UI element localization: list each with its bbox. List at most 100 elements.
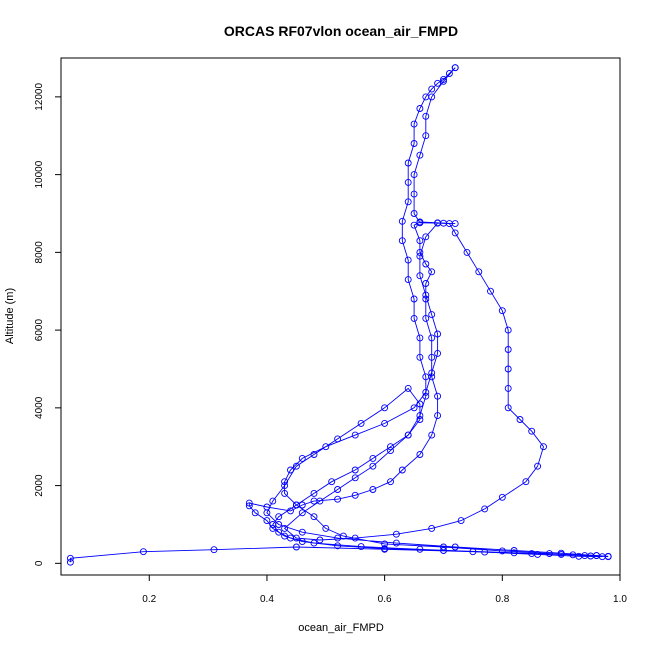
data-point [422,388,430,396]
data-point [298,509,306,517]
data-point [416,416,424,423]
data-point [481,548,489,556]
data-point [410,171,418,179]
y-tick-label: 10000 [34,160,45,188]
data-point [434,349,442,357]
data-point [269,497,277,505]
data-point [369,462,377,470]
data-point [422,314,430,322]
data-point [351,474,359,482]
data-point [66,554,74,562]
plot-frame [60,57,621,576]
data-point [404,384,412,392]
data-point [334,534,342,542]
data-point [416,353,424,361]
data-point [410,295,418,303]
data-point [504,404,512,412]
data-point [387,447,394,455]
data-point [404,431,412,439]
data-point [504,346,512,353]
data-point [381,404,389,412]
data-point [281,489,289,497]
data-point [434,219,442,227]
data-point [275,521,283,528]
data-point [281,478,289,486]
data-point [139,548,147,556]
series-line [266,67,609,558]
data-point [451,543,459,551]
data-point [410,221,418,229]
data-point [445,70,453,77]
y-tick-label: 8000 [34,241,45,264]
data-point [404,198,412,206]
data-point [334,435,342,443]
data-point [410,404,418,412]
data-point [410,210,418,217]
data-point [404,276,412,284]
data-point [416,219,424,227]
data-point [392,539,400,547]
data-point [381,545,389,553]
data-point [351,431,359,439]
data-point [398,217,406,225]
data-point [504,384,512,392]
data-point [416,545,424,553]
data-point [310,539,318,547]
data-point [410,190,418,198]
data-point [369,486,377,493]
data-point [416,252,424,260]
data-point [410,140,418,147]
data-point [416,272,424,280]
data-point [328,478,336,486]
data-point [428,353,436,361]
data-point [322,443,330,451]
data-point [440,543,447,551]
data-point [522,478,530,486]
data-point [498,493,506,501]
data-point [310,451,318,458]
data-point [463,248,471,256]
data-point [422,112,430,120]
data-point [292,462,300,470]
data-point [534,462,542,470]
data-point [245,502,253,510]
data-point [410,314,418,322]
data-point [416,151,424,159]
data-point [245,499,253,507]
x-tick-label: 0.8 [495,594,509,605]
data-point [310,513,318,521]
data-point [604,553,612,561]
data-point [275,528,283,536]
data-point [428,268,436,276]
data-point [387,443,394,451]
data-point [428,431,436,439]
data-point [392,530,400,538]
data-point [287,534,294,542]
chart-title: ORCAS RF07vlon ocean_air_FMPD [224,23,458,39]
data-point [251,509,259,517]
data-point [298,528,306,536]
plot-area [66,64,612,566]
data-point [475,268,483,276]
data-point [322,524,330,532]
data-point [428,311,436,319]
data-point [281,482,289,490]
data-point [434,330,442,338]
y-axis-label: Altitude (m) [4,288,16,344]
data-point [334,495,342,503]
x-axis-label: ocean_air_FMPD [298,622,384,634]
x-tick-label: 1.0 [613,594,627,605]
data-point [298,454,306,462]
data-point [287,466,294,474]
data-point [428,93,436,101]
data-point [334,486,342,493]
data-point [516,416,524,423]
y-tick-label: 6000 [34,319,45,342]
data-point [510,547,518,554]
data-point [398,466,406,474]
data-point [434,392,442,400]
data-point [381,540,389,548]
data-point [292,543,300,551]
data-point [540,443,547,451]
data-point [357,543,365,551]
